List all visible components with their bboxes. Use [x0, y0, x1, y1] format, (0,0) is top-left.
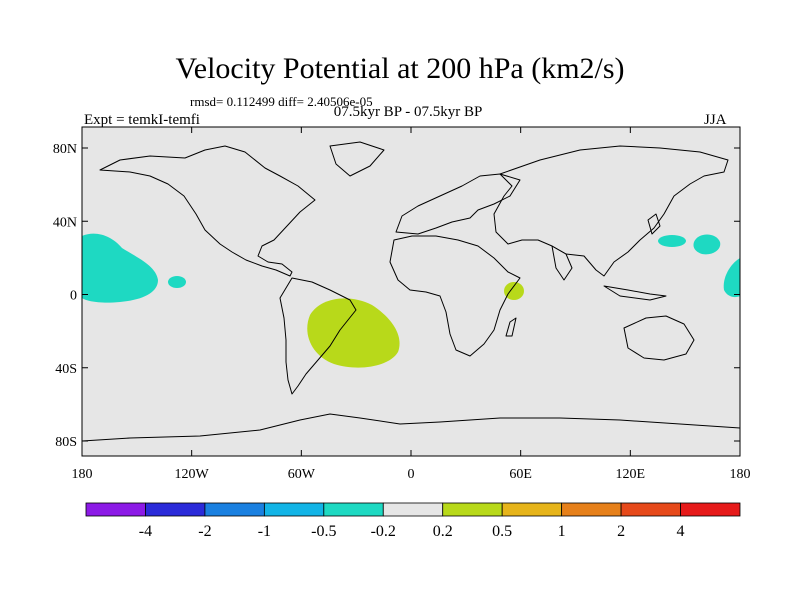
- stats-label: rmsd= 0.112499 diff= 2.40506e-05: [190, 94, 373, 109]
- lat-tick-label: 40N: [53, 215, 77, 230]
- anomaly-negative-central-pacific: [693, 234, 721, 255]
- coast-madagascar: [505, 317, 517, 337]
- colorbar-swatch: [85, 502, 146, 517]
- lat-tick-label: 40S: [55, 362, 77, 377]
- lon-tick-label: 120E: [616, 467, 646, 482]
- coast-north-america: [99, 145, 316, 277]
- colorbar-swatch: [382, 502, 444, 517]
- anomaly-negative-pacific-west: [82, 233, 158, 303]
- coast-australia: [623, 315, 695, 361]
- coast-south-america: [279, 277, 357, 395]
- map-background: [82, 127, 740, 456]
- colorbar-label: 2: [617, 523, 625, 540]
- colorbar-label: -0.5: [311, 523, 336, 540]
- colorbar-swatch: [323, 502, 384, 517]
- colorbar-swatch: [501, 502, 563, 517]
- lon-tick-label: 120W: [175, 467, 210, 482]
- coast-asia: [493, 145, 729, 277]
- colorbar-label: -0.2: [371, 523, 396, 540]
- anomaly-negative-dateline: [723, 258, 740, 298]
- colorbar-label: -4: [139, 523, 152, 540]
- colorbar-label: 0.2: [433, 523, 453, 540]
- anomaly-positive-south-america: [307, 298, 400, 368]
- coast-japan: [647, 213, 661, 235]
- latitude-axis: 80N 40N 0 40S 80S: [53, 142, 740, 450]
- anomaly-positive-africa: [504, 282, 524, 300]
- coast-africa: [389, 235, 521, 357]
- coastlines: [82, 141, 740, 442]
- lat-tick-label: 80N: [53, 142, 77, 157]
- longitude-axis: 180 120W 60W 0 60E 120E 180: [72, 127, 751, 482]
- colorbar-swatch: [204, 502, 265, 517]
- colorbar-label: 1: [558, 523, 566, 540]
- lon-tick-label: 180: [72, 467, 93, 482]
- lon-tick-label: 60E: [509, 467, 532, 482]
- coast-india: [551, 245, 573, 281]
- map-title: Velocity Potential at 200 hPa (km2/s): [175, 52, 625, 85]
- colorbar-swatch: [145, 502, 206, 517]
- coast-antarctica: [82, 413, 740, 442]
- colorbar-swatch: [620, 502, 681, 517]
- lon-tick-label: 60W: [288, 467, 316, 482]
- season-label: JJA: [704, 112, 727, 128]
- lat-tick-label: 0: [70, 289, 77, 304]
- colorbar-label: -2: [198, 523, 211, 540]
- lon-tick-label: 0: [408, 467, 415, 482]
- colorbar-swatch: [680, 502, 741, 517]
- coast-europe: [395, 173, 521, 235]
- colorbar-swatch: [561, 502, 622, 517]
- lat-tick-label: 80S: [55, 435, 77, 450]
- colorbar-label: -1: [258, 523, 271, 540]
- colorbar-label: 4: [677, 523, 685, 540]
- colorbar-swatch: [442, 502, 503, 517]
- map-content: [82, 141, 740, 442]
- colorbar-label: 0.5: [492, 523, 512, 540]
- coast-indonesia: [603, 285, 667, 301]
- colorbar: -4 -2 -1 -0.5 -0.2 0.2 0.5 1 2 4: [85, 502, 741, 540]
- anomaly-negative-pacific-small: [168, 276, 186, 288]
- anomaly-negative-west-pacific: [658, 235, 686, 247]
- period-label: 07.5kyr BP - 07.5kyr BP: [333, 104, 483, 120]
- coast-greenland: [329, 141, 385, 177]
- experiment-label: Expt = temkI-temfi: [84, 112, 200, 128]
- lon-tick-label: 180: [730, 467, 751, 482]
- colorbar-swatch: [263, 502, 325, 517]
